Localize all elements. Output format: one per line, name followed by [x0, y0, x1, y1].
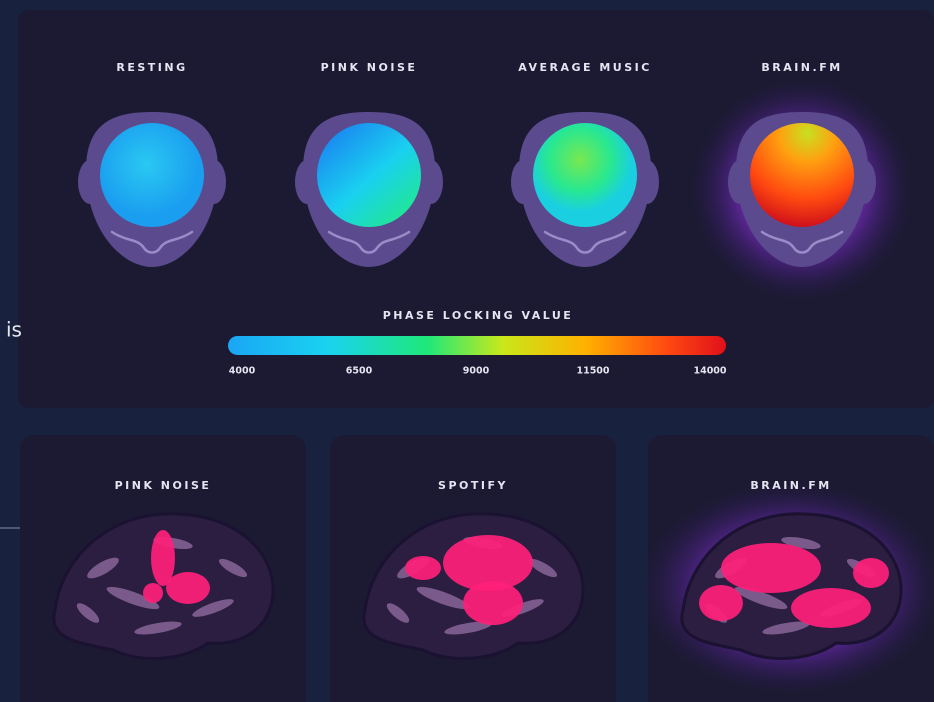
activation — [143, 583, 163, 603]
top-panel — [18, 10, 934, 408]
chin-line — [327, 230, 411, 254]
sulcus — [416, 586, 470, 610]
head-label: PINK NOISE — [321, 61, 418, 74]
scalp-map — [750, 123, 854, 227]
side-text: is — [6, 318, 22, 342]
head — [692, 80, 912, 300]
chin-line — [760, 230, 844, 254]
sulcus — [781, 536, 821, 550]
activation — [166, 572, 210, 604]
sulcus — [444, 621, 492, 635]
activation — [853, 558, 889, 588]
sulcus — [76, 603, 100, 623]
brain — [680, 512, 903, 660]
activation — [405, 556, 441, 580]
colorbar-tick: 6500 — [346, 366, 373, 377]
colorbar-tick: 9000 — [463, 366, 490, 377]
head-label: BRAIN.FM — [761, 61, 842, 74]
sulcus — [528, 558, 558, 578]
colorbar-title: PHASE LOCKING VALUE — [383, 309, 574, 322]
head — [295, 112, 443, 267]
activation — [699, 585, 743, 621]
activation — [463, 581, 523, 625]
sulcus — [762, 621, 810, 635]
sulcus — [106, 586, 160, 610]
brain-label: BRAIN.FM — [750, 479, 831, 492]
brain — [52, 512, 275, 660]
sulcus — [87, 557, 119, 579]
head-label: AVERAGE MUSIC — [518, 61, 652, 74]
brain — [362, 512, 585, 660]
sulcus — [386, 603, 410, 623]
brain-shape — [52, 512, 275, 660]
sulcus — [218, 558, 248, 578]
colorbar — [228, 336, 726, 355]
head — [78, 112, 226, 267]
sulcus — [134, 621, 182, 635]
sulcus — [192, 599, 234, 617]
chin-line — [543, 230, 627, 254]
activation — [791, 588, 871, 628]
scalp-map — [100, 123, 204, 227]
activation — [443, 535, 533, 591]
scalp-map — [317, 123, 421, 227]
activation — [721, 543, 821, 593]
colorbar-tick: 11500 — [576, 366, 609, 377]
chin-line — [110, 230, 194, 254]
activation — [151, 530, 175, 586]
scalp-map — [533, 123, 637, 227]
sulcus — [734, 586, 788, 610]
head-label: RESTING — [116, 61, 187, 74]
colorbar-tick: 4000 — [229, 366, 256, 377]
head — [511, 112, 659, 267]
brain-label: PINK NOISE — [115, 479, 212, 492]
brain-label: SPOTIFY — [438, 479, 508, 492]
colorbar-tick: 14000 — [693, 366, 726, 377]
